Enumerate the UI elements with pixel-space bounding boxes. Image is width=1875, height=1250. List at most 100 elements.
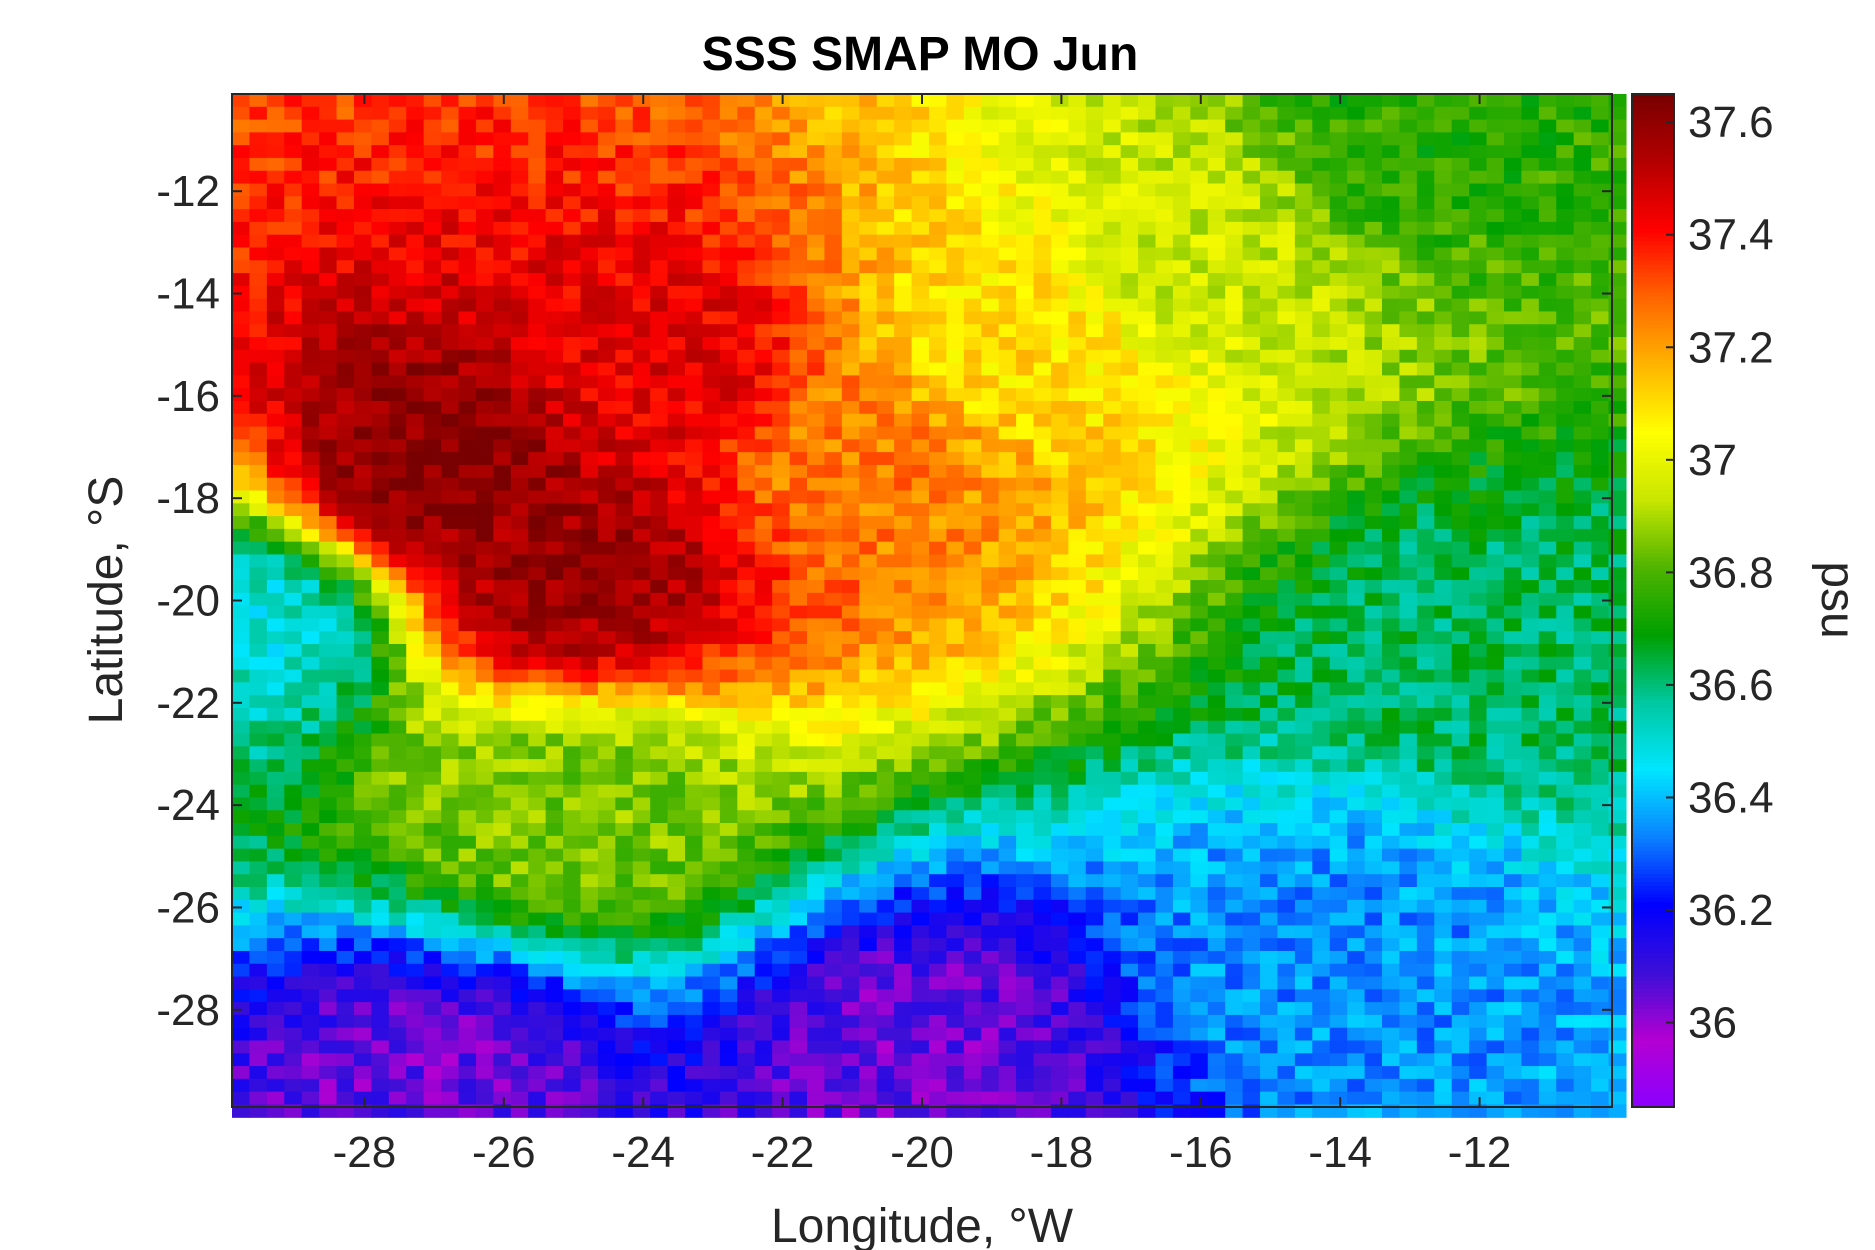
heatmap-cell bbox=[266, 157, 285, 172]
heatmap-cell bbox=[859, 835, 878, 850]
heatmap-cell bbox=[650, 554, 669, 568]
heatmap-cell bbox=[1242, 260, 1261, 274]
heatmap-cell bbox=[580, 349, 599, 364]
heatmap-cell bbox=[301, 528, 320, 543]
heatmap-cell bbox=[1260, 196, 1279, 210]
heatmap-cell bbox=[894, 426, 913, 440]
heatmap-cell bbox=[475, 196, 494, 210]
heatmap-cell bbox=[1138, 861, 1157, 875]
heatmap-cell bbox=[493, 132, 512, 146]
heatmap-cell bbox=[1503, 452, 1522, 466]
heatmap-cell bbox=[1364, 592, 1383, 607]
heatmap-cell bbox=[789, 643, 808, 658]
heatmap-cell bbox=[1277, 311, 1296, 325]
heatmap-cell bbox=[1451, 298, 1470, 313]
heatmap-cell bbox=[841, 605, 860, 620]
heatmap-cell bbox=[1068, 669, 1087, 683]
heatmap-cell bbox=[789, 337, 808, 351]
heatmap-cell bbox=[1486, 874, 1505, 888]
heatmap-cell bbox=[702, 861, 721, 875]
heatmap-cell bbox=[336, 516, 355, 530]
heatmap-cell bbox=[1521, 477, 1540, 492]
heatmap-cell bbox=[1050, 605, 1069, 620]
heatmap-cell bbox=[528, 260, 547, 274]
heatmap-cell bbox=[510, 413, 529, 428]
heatmap-cell bbox=[946, 375, 965, 389]
heatmap-cell bbox=[1486, 337, 1505, 351]
heatmap-cell bbox=[1172, 439, 1191, 453]
heatmap-cell bbox=[1190, 311, 1209, 325]
heatmap-cell bbox=[772, 695, 791, 709]
heatmap-cell bbox=[301, 298, 320, 313]
heatmap-cell bbox=[894, 528, 913, 543]
heatmap-cell bbox=[1382, 132, 1401, 146]
heatmap-cell bbox=[1120, 669, 1139, 683]
heatmap-cell bbox=[510, 362, 529, 376]
heatmap-cell bbox=[1591, 464, 1610, 479]
heatmap-cell bbox=[475, 720, 494, 735]
heatmap-cell bbox=[1573, 196, 1592, 210]
heatmap-cell bbox=[1556, 669, 1575, 683]
heatmap-cell bbox=[632, 452, 651, 466]
heatmap-cell bbox=[475, 132, 494, 146]
heatmap-cell bbox=[998, 733, 1017, 747]
heatmap-cell bbox=[353, 132, 372, 146]
heatmap-cell bbox=[685, 221, 704, 236]
heatmap-cell bbox=[841, 337, 860, 351]
heatmap-cell bbox=[859, 848, 878, 863]
heatmap-cell bbox=[441, 452, 460, 466]
heatmap-cell bbox=[737, 349, 756, 364]
heatmap-cell bbox=[1538, 771, 1557, 786]
heatmap-cell bbox=[841, 848, 860, 863]
heatmap-cell bbox=[841, 503, 860, 517]
heatmap-cell bbox=[597, 94, 616, 108]
heatmap-cell bbox=[1294, 209, 1313, 223]
heatmap-cell bbox=[1294, 221, 1313, 236]
heatmap-cell bbox=[685, 170, 704, 185]
heatmap-cell bbox=[1556, 810, 1575, 824]
heatmap-cell bbox=[1469, 720, 1488, 735]
heatmap-cell bbox=[911, 784, 930, 799]
heatmap-cell bbox=[458, 311, 477, 325]
heatmap-cell bbox=[1538, 503, 1557, 517]
heatmap-cell bbox=[528, 157, 547, 172]
heatmap-cell bbox=[650, 298, 669, 313]
heatmap-cell bbox=[1016, 183, 1035, 197]
heatmap-cell bbox=[1434, 273, 1453, 287]
heatmap-cell bbox=[876, 720, 895, 735]
heatmap-cell bbox=[1138, 592, 1157, 607]
heatmap-cell bbox=[1190, 592, 1209, 607]
heatmap-cell bbox=[894, 490, 913, 504]
heatmap-cell bbox=[928, 771, 947, 786]
heatmap-cell bbox=[563, 490, 582, 504]
heatmap-cell bbox=[1364, 567, 1383, 581]
heatmap-cell bbox=[458, 247, 477, 261]
heatmap-cell bbox=[911, 145, 930, 159]
heatmap-cell bbox=[1190, 196, 1209, 210]
heatmap-cell bbox=[580, 643, 599, 658]
heatmap-cell bbox=[911, 119, 930, 133]
heatmap-cell bbox=[1312, 746, 1331, 760]
heatmap-cell bbox=[1190, 759, 1209, 773]
heatmap-cell bbox=[1451, 605, 1470, 620]
heatmap-cell bbox=[1242, 823, 1261, 837]
heatmap-cell bbox=[1364, 349, 1383, 364]
heatmap-cell bbox=[232, 887, 251, 901]
heatmap-cell bbox=[1347, 439, 1366, 453]
heatmap-cell bbox=[981, 477, 1000, 492]
heatmap-cell bbox=[946, 733, 965, 747]
heatmap-cell bbox=[319, 618, 338, 632]
heatmap-cell bbox=[1016, 170, 1035, 185]
heatmap-cell bbox=[1260, 464, 1279, 479]
heatmap-cell bbox=[1382, 464, 1401, 479]
heatmap-cell bbox=[737, 592, 756, 607]
heatmap-cell bbox=[632, 439, 651, 453]
heatmap-cell bbox=[319, 375, 338, 389]
heatmap-cell bbox=[1033, 797, 1052, 811]
heatmap-cell bbox=[301, 119, 320, 133]
heatmap-cell bbox=[528, 874, 547, 888]
heatmap-cell bbox=[232, 273, 251, 287]
heatmap-cell bbox=[807, 183, 826, 197]
heatmap-cell bbox=[1451, 260, 1470, 274]
heatmap-cell bbox=[1312, 106, 1331, 121]
